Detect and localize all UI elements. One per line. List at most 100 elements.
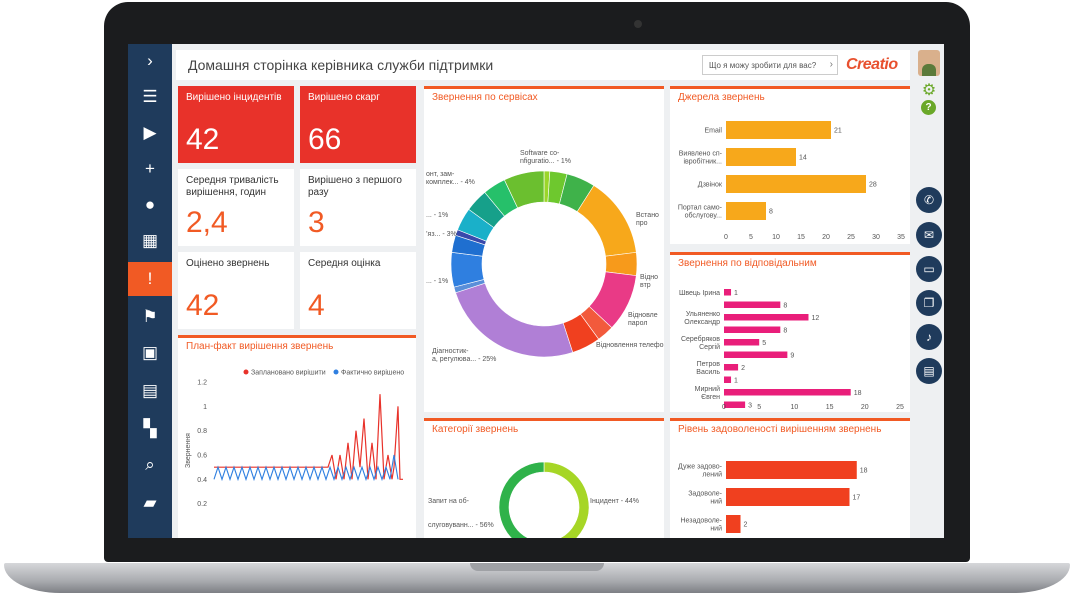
category-label: Мирний [695,385,720,393]
x-tick-label: 35 [897,234,905,241]
x-tick-label: 5 [757,404,761,411]
command-placeholder: Що я можу зробити для вас? [709,61,817,70]
bar[interactable] [724,389,851,396]
panel-title: Категорії звернень [432,424,519,435]
bar-value-label: 1 [734,377,738,384]
bar-value-label: 1 [734,290,738,297]
metric-tile[interactable]: Середня оцінка 4 [300,252,416,329]
bar[interactable] [724,376,732,384]
bar[interactable] [726,202,766,220]
metric-label: Оцінено звернень [186,258,270,269]
plus-icon[interactable]: + [145,159,155,178]
bar[interactable] [724,326,781,334]
messages-icon[interactable]: ❐ [916,290,942,316]
slice-label: Встано [636,212,659,219]
metric-tile[interactable]: Середня тривалість вирішення, годин 2,4 [178,169,294,246]
metric-tile[interactable]: Вирішено інцидентів 42 [178,86,294,163]
help-icon[interactable]: ? [921,100,936,115]
bar-value-label: 9 [790,352,794,359]
bar-value-label: 2 [744,522,748,529]
y-axis-label: Звернення [185,433,192,468]
bar-value-label: 17 [853,495,861,502]
bar-value-label: 8 [769,209,773,216]
x-tick-label: 30 [872,234,880,241]
slice-label-request-line2: слуговуванн... - 56% [428,522,494,529]
metric-label: Вирішено з першого разу [308,175,402,198]
chevron-right-icon[interactable]: › [147,51,153,70]
briefcase-icon[interactable]: ▰ [143,493,157,512]
legend-actual-marker [333,369,339,375]
x-tick-label: 0 [722,404,726,411]
search-people-icon[interactable]: ⌕ [145,455,155,474]
metric-value: 3 [308,206,325,239]
top-bar: Домашня сторінка керівника служби підтри… [176,50,910,80]
person-icon[interactable]: ● [144,195,156,214]
bar[interactable] [726,121,831,139]
bar[interactable] [726,175,866,193]
email-icon[interactable]: ✉ [916,222,942,248]
sources-panel: Джерела звернень 21 Email 14 Виявлено сп-ів… [670,86,910,244]
bar-value-label: 12 [811,315,819,322]
creatio-logo: Creatio [846,56,898,73]
category-label: Виявлено сп- [679,151,723,158]
document-icon[interactable]: ▤ [141,381,159,400]
phone-icon[interactable]: ✆ [916,187,942,213]
bar[interactable] [726,148,796,166]
metric-label: Вирішено скарг [308,92,380,103]
bar[interactable] [724,314,809,321]
bar[interactable] [726,515,741,533]
panel-title: План-факт вирішення звернень [186,341,334,352]
slice-label: а, регулюва... - 25% [432,356,496,363]
donut-slice[interactable] [455,282,574,358]
bar[interactable] [724,401,746,409]
legend-actual-label: Фактично вирішено [341,369,404,377]
slice-label: Відновлення телефонн... - 3% [596,341,664,349]
bell-icon[interactable]: ♪ [916,324,942,350]
slice-label: Діагностик- [432,347,469,355]
camera [634,20,642,28]
bar-value-label: 5 [762,340,766,347]
left-sidebar: › ☰ ▶ + ● ▦ ! ⚑ ▣ ▤ ▚ ⌕ ▰ [128,44,172,538]
metric-tile[interactable]: Вирішено з першого разу 3 [300,169,416,246]
x-tick-label: 5 [749,234,753,241]
series-actual-line [213,454,399,482]
notes-icon[interactable]: ▤ [916,358,942,384]
command-input[interactable]: Що я можу зробити для вас? › [702,55,838,75]
metric-tile[interactable]: Вирішено скарг 66 [300,86,416,163]
bar[interactable] [726,461,857,479]
bar[interactable] [724,289,732,296]
menu-icon[interactable]: ☰ [142,87,158,106]
slice-label: ... - 1% [426,212,448,219]
bar[interactable] [726,488,850,506]
responsible-panel: Звернення по відповідальним 1 Швець Ірина… [670,252,910,412]
bar[interactable] [724,339,760,346]
bar-value-label: 21 [834,128,842,135]
chevron-right-icon[interactable]: › [829,59,833,70]
donut-slice[interactable] [543,461,590,538]
bar-value-label: 2 [741,365,745,372]
panel-title: Звернення по сервісах [432,92,538,103]
categories-donut-chart: Інцидент - 44% Запит на об- слуговуванн.… [428,461,639,538]
briefcase-tools-icon[interactable]: ▣ [141,343,159,362]
alert-icon[interactable]: ! [128,262,172,296]
bar[interactable] [724,351,788,359]
bar-value-label: 8 [783,327,787,334]
flag-icon[interactable]: ⚑ [142,307,158,326]
y-tick-label: 0.8 [197,428,207,435]
avatar[interactable] [918,50,940,76]
donut-slice[interactable] [498,461,561,538]
building-icon[interactable]: ▦ [141,231,159,250]
category-label: Портал само- [678,205,723,212]
dashboard-icon[interactable]: ▚ [143,419,157,438]
donut-slice[interactable] [504,170,545,209]
bar[interactable] [724,301,781,309]
gear-icon[interactable]: ⚙ [921,82,937,99]
slice-label-incident: Інцидент - 44% [590,498,639,505]
play-icon[interactable]: ▶ [143,123,157,142]
services-panel: Звернення по сервісах Software co-nfigur… [424,86,664,412]
x-tick-label: 10 [772,234,780,241]
chat-icon[interactable]: ▭ [916,256,942,282]
bar-value-label: 18 [860,468,868,475]
metric-tile[interactable]: Оцінено звернень 42 [178,252,294,329]
bar[interactable] [724,364,739,371]
